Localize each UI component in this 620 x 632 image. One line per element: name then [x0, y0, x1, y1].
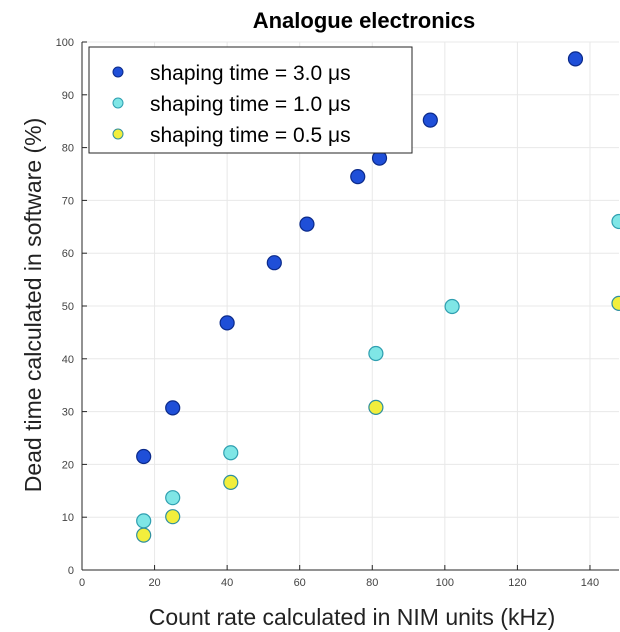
y-tick-label: 0 — [68, 565, 74, 577]
y-tick-label: 70 — [62, 195, 74, 207]
series-3us-point — [165, 400, 181, 416]
y-tick-label: 30 — [62, 407, 74, 419]
series-1us-point — [368, 345, 384, 362]
axes: 0 20 40 60 80 100 120 140 0 10 20 30 40 50 60 70 80 90 100 — [56, 37, 619, 589]
legend: shaping time = 3.0 μs shaping time = 1.0… — [88, 46, 413, 154]
x-tick-label: 100 — [436, 577, 454, 589]
legend-marker-0-5us — [112, 128, 124, 140]
series-1us-point — [136, 513, 152, 529]
x-tick-label: 140 — [581, 577, 599, 589]
y-tick-label: 90 — [62, 90, 74, 102]
series-3us-point — [136, 448, 152, 465]
series-3us-point — [266, 255, 282, 271]
y-tick-label: 100 — [56, 37, 74, 49]
series-0-5us-point — [368, 399, 384, 415]
legend-label-3us: shaping time = 3.0 μs — [150, 62, 351, 85]
y-tick-label: 10 — [62, 512, 74, 524]
data-points — [136, 51, 620, 543]
y-axis-label: Dead time calculated in software (%) — [20, 118, 46, 493]
legend-box — [88, 46, 413, 154]
series-3us-point — [567, 51, 584, 67]
y-tick-label: 40 — [62, 354, 74, 366]
legend-marker-3us — [112, 66, 124, 78]
x-tick-label: 20 — [148, 577, 160, 589]
y-tick-label: 20 — [62, 459, 74, 471]
x-tick-label: 60 — [294, 577, 306, 589]
series-1us-point — [444, 298, 460, 315]
series-3us-point — [219, 315, 235, 331]
x-tick-label: 80 — [366, 577, 378, 589]
series-1us-point — [223, 445, 239, 461]
legend-label-1us: shaping time = 1.0 μs — [150, 93, 351, 116]
y-tick-label: 60 — [62, 248, 74, 260]
series-1us-point — [611, 213, 620, 230]
x-axis-label: Count rate calculated in NIM units (kHz) — [149, 604, 556, 630]
series-0-5us-point — [136, 527, 152, 543]
series-0-5us-point — [223, 474, 239, 490]
legend-label-0-5us: shaping time = 0.5 μs — [150, 124, 351, 147]
series-0-5us-point — [611, 295, 620, 311]
legend-marker-1us — [112, 97, 124, 109]
series-3us-point — [350, 169, 366, 185]
series-1us-point — [165, 490, 181, 506]
y-tick-label: 50 — [62, 301, 74, 313]
x-tick-label: 0 — [79, 577, 85, 589]
series-0-5us-point — [165, 509, 181, 525]
series-3us-point — [299, 216, 315, 232]
y-tick-label: 80 — [62, 143, 74, 155]
chart-title: Analogue electronics — [253, 8, 476, 33]
x-tick-label: 40 — [221, 577, 233, 589]
series-3us-point — [422, 112, 438, 128]
x-tick-label: 120 — [508, 577, 526, 589]
